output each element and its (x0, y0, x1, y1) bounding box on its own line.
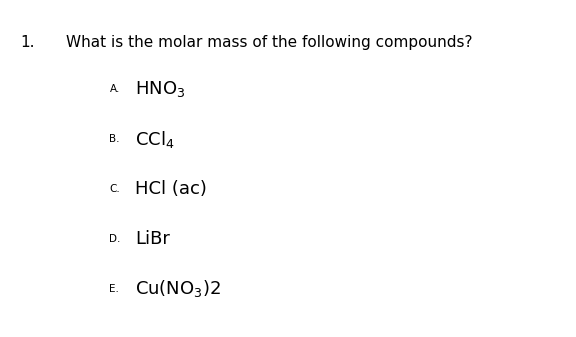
Text: B.: B. (109, 134, 120, 144)
Text: C.: C. (109, 184, 120, 194)
Text: $\mathregular{Cu(NO_{3})2}$: $\mathregular{Cu(NO_{3})2}$ (135, 278, 221, 299)
Text: E.: E. (109, 284, 119, 294)
Text: $\mathregular{HNO_{3}}$: $\mathregular{HNO_{3}}$ (135, 79, 185, 99)
Text: D.: D. (109, 234, 121, 244)
Text: HCl (ac): HCl (ac) (135, 180, 207, 198)
Text: $\mathregular{CCl_{4}}$: $\mathregular{CCl_{4}}$ (135, 129, 175, 150)
Text: 1.: 1. (20, 35, 35, 51)
Text: LiBr: LiBr (135, 230, 170, 248)
Text: What is the molar mass of the following compounds?: What is the molar mass of the following … (66, 35, 473, 51)
Text: A.: A. (109, 84, 120, 94)
